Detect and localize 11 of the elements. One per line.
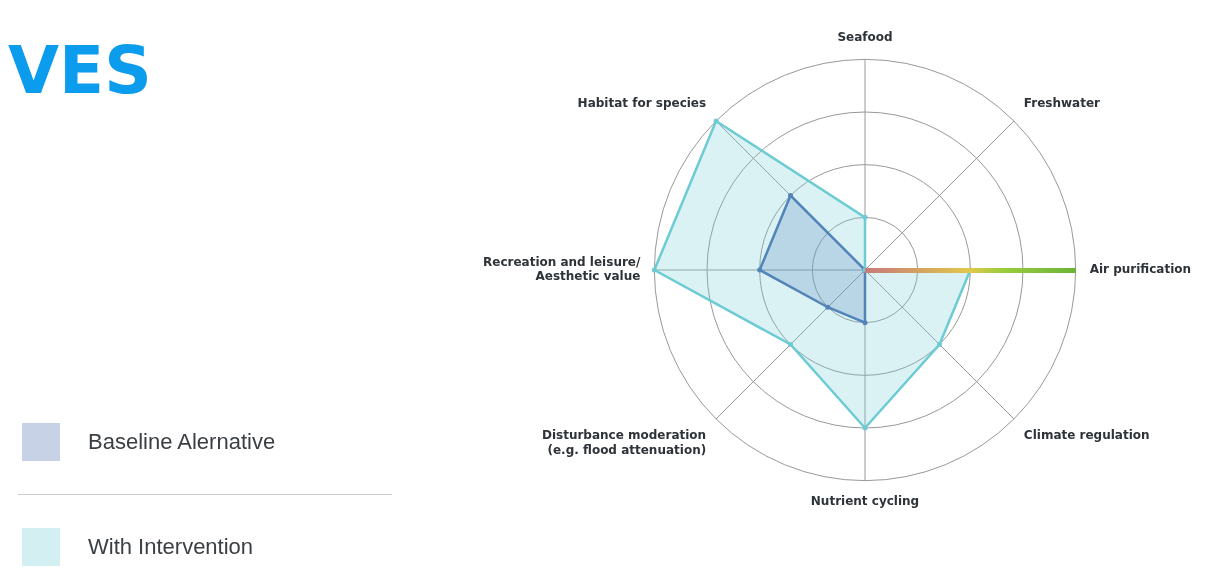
legend-label: Baseline Alernative: [88, 429, 276, 455]
spoke-label: Seafood: [837, 30, 893, 45]
spoke-label: Air purification: [1089, 262, 1192, 277]
spoke-label: Climate regulation: [1023, 428, 1150, 443]
spoke-label: Nutrient cycling: [810, 493, 920, 508]
legend-label: With Intervention: [88, 534, 254, 560]
spoke-label: Habitat for species: [577, 96, 707, 111]
spoke-label: Recreation and leisure/ Aesthetic value: [483, 254, 641, 284]
spoke-label: Disturbance moderation (e.g. flood attenuation): [541, 428, 707, 457]
spoke-label: Freshwater: [1023, 96, 1101, 111]
chart-title: VES: [8, 32, 152, 109]
